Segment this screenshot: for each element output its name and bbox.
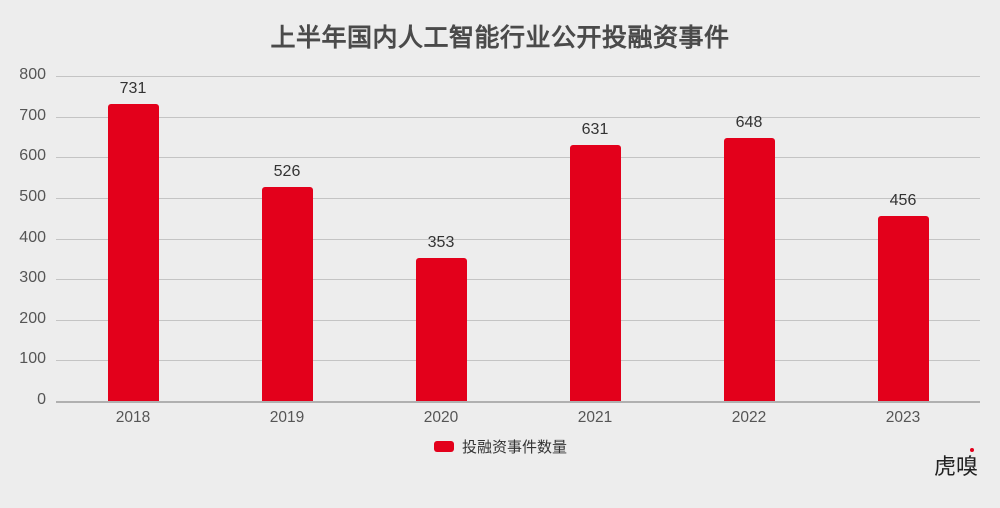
bar-2020	[415, 257, 467, 401]
gridline	[56, 238, 980, 240]
legend-label: 投融资事件数量	[462, 438, 568, 456]
y-tick-label: 300	[19, 269, 46, 287]
bar-2019	[261, 187, 313, 401]
bar-2022	[723, 137, 775, 401]
x-tick-label: 2022	[731, 409, 767, 426]
bar-value-label: 526	[273, 163, 301, 181]
y-tick-label: 200	[19, 309, 46, 327]
legend: 投融资事件数量	[434, 436, 567, 457]
x-tick-label: 2020	[423, 409, 459, 426]
gridline	[56, 76, 980, 77]
y-tick-label: 0	[37, 391, 46, 408]
gridline	[56, 319, 980, 321]
bar-value-label: 731	[119, 80, 147, 98]
gridline	[56, 116, 980, 118]
chart-title: 上半年国内人工智能行业公开投融资事件	[270, 23, 730, 52]
legend-swatch	[434, 441, 454, 452]
gridline	[56, 197, 980, 199]
watermark-dot-icon	[970, 448, 974, 452]
gridline	[56, 157, 980, 159]
bar-2023	[877, 215, 929, 401]
y-tick-label: 800	[19, 66, 46, 83]
y-tick-label: 100	[19, 350, 46, 368]
x-tick-label: 2018	[115, 409, 151, 426]
bar-2018	[107, 104, 159, 401]
y-tick-label: 400	[19, 228, 46, 246]
bar-value-label: 456	[889, 191, 917, 209]
y-tick-label: 500	[19, 187, 46, 205]
x-tick-label: 2021	[577, 409, 613, 426]
bar-value-label: 353	[427, 233, 455, 251]
x-tick-label: 2023	[885, 409, 921, 426]
y-tick-label: 700	[19, 106, 46, 124]
gridline	[56, 401, 980, 403]
bar-value-label: 631	[581, 120, 609, 138]
bar-2021	[569, 144, 621, 401]
y-tick-label: 600	[19, 147, 46, 165]
gridline	[56, 279, 980, 281]
x-tick-label: 2019	[269, 409, 305, 426]
watermark-logo: 虎嗅	[933, 455, 978, 480]
gridline	[56, 360, 980, 362]
bar-value-label: 648	[735, 113, 763, 131]
